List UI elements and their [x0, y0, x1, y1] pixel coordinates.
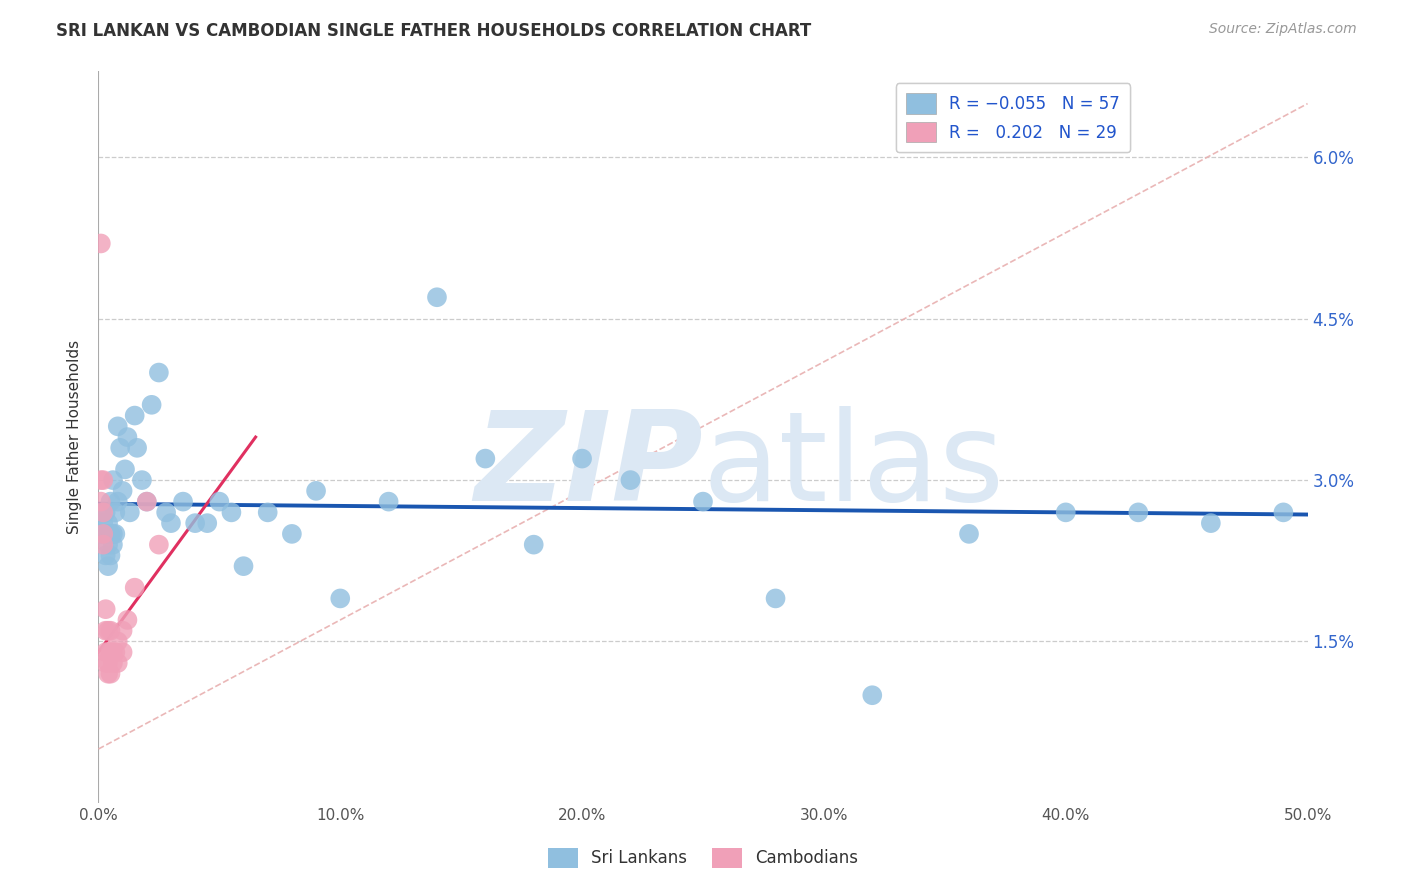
Point — [860, 688, 883, 702]
Point — [97, 516, 120, 530]
Point — [94, 645, 117, 659]
Point — [107, 494, 129, 508]
Point — [1199, 516, 1222, 530]
Point — [91, 473, 114, 487]
Y-axis label: Single Father Households: Single Father Households — [67, 340, 83, 534]
Point — [474, 451, 496, 466]
Point — [114, 462, 136, 476]
Point — [94, 527, 117, 541]
Point — [91, 527, 114, 541]
Point — [765, 591, 787, 606]
Point — [329, 591, 352, 606]
Text: atlas: atlas — [703, 406, 1005, 527]
Text: SRI LANKAN VS CAMBODIAN SINGLE FATHER HOUSEHOLDS CORRELATION CHART: SRI LANKAN VS CAMBODIAN SINGLE FATHER HO… — [56, 22, 811, 40]
Point — [97, 666, 120, 681]
Point — [101, 538, 124, 552]
Point — [94, 624, 117, 638]
Legend: R = −0.055   N = 57, R =   0.202   N = 29: R = −0.055 N = 57, R = 0.202 N = 29 — [896, 83, 1130, 153]
Point — [124, 409, 146, 423]
Point — [1054, 505, 1077, 519]
Point — [90, 505, 112, 519]
Point — [100, 624, 122, 638]
Point — [94, 656, 117, 670]
Point — [117, 613, 139, 627]
Point — [91, 538, 114, 552]
Point — [94, 602, 117, 616]
Point — [97, 656, 120, 670]
Point — [104, 505, 127, 519]
Point — [107, 656, 129, 670]
Point — [1272, 505, 1295, 519]
Point — [135, 494, 157, 508]
Point — [97, 538, 120, 552]
Point — [195, 516, 218, 530]
Point — [184, 516, 207, 530]
Point — [160, 516, 183, 530]
Point — [148, 538, 170, 552]
Point — [100, 666, 122, 681]
Point — [692, 494, 714, 508]
Point — [101, 527, 124, 541]
Point — [104, 645, 127, 659]
Point — [281, 527, 304, 541]
Point — [124, 581, 146, 595]
Point — [148, 366, 170, 380]
Point — [957, 527, 980, 541]
Point — [1128, 505, 1150, 519]
Point — [111, 645, 134, 659]
Point — [101, 473, 124, 487]
Point — [107, 419, 129, 434]
Point — [141, 398, 163, 412]
Point — [94, 549, 117, 563]
Point — [111, 624, 134, 638]
Legend: Sri Lankans, Cambodians: Sri Lankans, Cambodians — [541, 841, 865, 875]
Point — [221, 505, 243, 519]
Point — [104, 527, 127, 541]
Point — [100, 645, 122, 659]
Point — [100, 494, 122, 508]
Point — [97, 559, 120, 574]
Point — [208, 494, 231, 508]
Point — [135, 494, 157, 508]
Point — [90, 236, 112, 251]
Text: ZIP: ZIP — [474, 406, 703, 527]
Point — [619, 473, 641, 487]
Point — [155, 505, 177, 519]
Point — [90, 473, 112, 487]
Point — [91, 505, 114, 519]
Point — [94, 505, 117, 519]
Point — [100, 549, 122, 563]
Point — [232, 559, 254, 574]
Point — [117, 430, 139, 444]
Point — [111, 483, 134, 498]
Text: Source: ZipAtlas.com: Source: ZipAtlas.com — [1209, 22, 1357, 37]
Point — [100, 527, 122, 541]
Point — [91, 516, 114, 530]
Point — [256, 505, 278, 519]
Point — [127, 441, 149, 455]
Point — [571, 451, 593, 466]
Point — [101, 656, 124, 670]
Point — [426, 290, 449, 304]
Point — [91, 527, 114, 541]
Point — [101, 645, 124, 659]
Point — [172, 494, 194, 508]
Point — [90, 527, 112, 541]
Point — [90, 494, 112, 508]
Point — [377, 494, 399, 508]
Point — [523, 538, 546, 552]
Point — [305, 483, 328, 498]
Point — [107, 634, 129, 648]
Point — [97, 624, 120, 638]
Point — [131, 473, 153, 487]
Point — [108, 441, 131, 455]
Point — [97, 645, 120, 659]
Point — [118, 505, 141, 519]
